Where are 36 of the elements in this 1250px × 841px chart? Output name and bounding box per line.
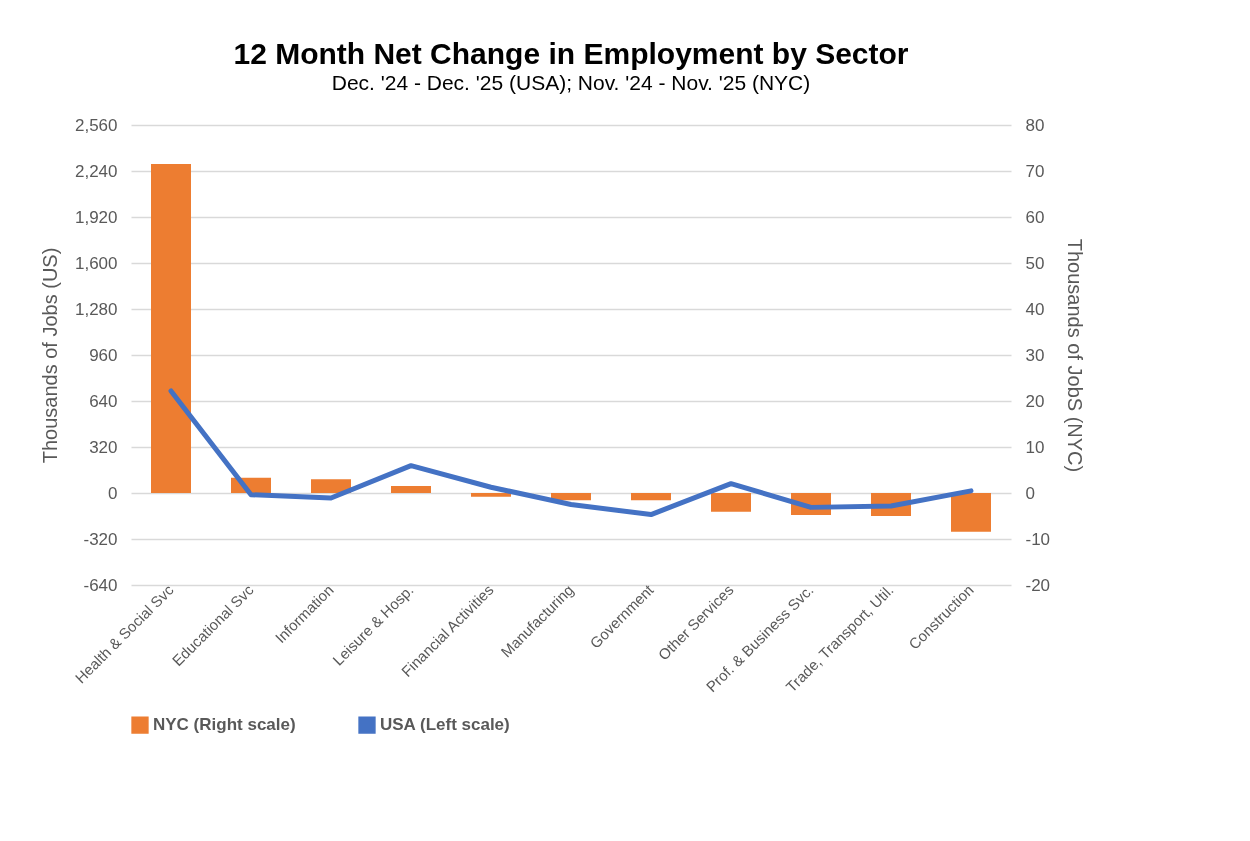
y2-tick-label: 80 [1025,115,1045,135]
y2-tick-label: 10 [1025,437,1045,457]
y2-tick-label: -20 [1025,575,1051,595]
y-axis-title: Thousands of Jobs (US) [38,247,61,464]
bar [631,493,671,501]
chart-title: 12 Month Net Change in Employment by Sector [233,37,909,70]
y2-tick-label: 70 [1025,161,1045,181]
y2-tick-label: 30 [1025,345,1045,365]
y2-tick-label: -10 [1025,529,1051,549]
y-tick-label: 640 [89,391,118,411]
y-tick-label: 1,280 [74,299,118,319]
y2-tick-label: 0 [1025,483,1035,503]
y2-axis-title: Thousands of JobS (NYC) [1064,238,1087,473]
bar [151,164,191,493]
y-tick-label: 320 [89,437,118,457]
y-tick-label: 1,600 [74,253,118,273]
y-tick-label: 0 [108,483,118,503]
bar [471,493,511,497]
y2-tick-label: 20 [1025,391,1045,411]
y-tick-label: 2,240 [74,161,118,181]
y-tick-label: -320 [83,529,118,549]
y-tick-label: 960 [89,345,118,365]
bar [391,486,431,493]
y-tick-label: 2,560 [74,115,118,135]
bar [311,479,351,493]
y-tick-label: -640 [83,575,118,595]
legend-label: NYC (Right scale) [153,715,296,735]
bar [951,493,991,532]
y2-tick-label: 60 [1025,207,1045,227]
bar [551,493,591,501]
y-tick-label: 1,920 [74,207,118,227]
y2-tick-label: 50 [1025,253,1045,273]
y2-tick-label: 40 [1025,299,1045,319]
bar [711,493,751,512]
chart-subtitle: Dec. '24 - Dec. '25 (USA); Nov. '24 - Nov. '25 (NYC) [331,71,811,94]
legend-label: USA (Left scale) [380,715,510,735]
